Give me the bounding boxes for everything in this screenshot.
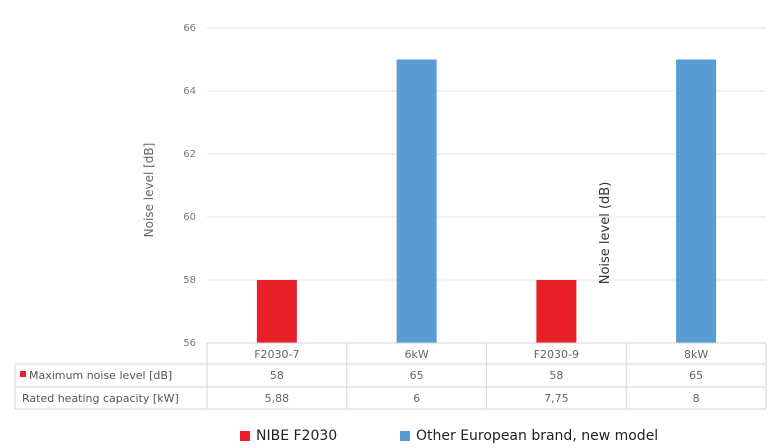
table-cell: 58 — [549, 369, 563, 382]
y-axis-ticks: 56 58 60 62 64 66 — [183, 23, 196, 349]
table-cell: 5,88 — [265, 392, 290, 405]
bars — [256, 59, 717, 343]
table-cell: 65 — [410, 369, 424, 382]
table-cell: 65 — [689, 369, 703, 382]
legend-swatch-other — [400, 431, 410, 441]
legend-label-nibe: NIBE F2030 — [256, 428, 338, 444]
y-tick-label: 62 — [183, 149, 196, 160]
legend-swatch-nibe — [240, 431, 250, 441]
noise-level-chart: 56 58 60 62 64 66 Noise level [dB] Noise leve… — [14, 23, 767, 410]
bar-f2030-7 — [256, 280, 297, 343]
y-tick-label: 56 — [183, 338, 196, 349]
x-category-label: F2030-9 — [534, 348, 579, 361]
secondary-y-axis-label: Noise level (dB) — [598, 182, 613, 285]
table-row-header: Maximum noise level [dB] — [29, 369, 172, 382]
table-cell: 8 — [693, 392, 700, 405]
bar-f2030-9 — [536, 280, 577, 343]
table-row-marker — [20, 371, 26, 377]
x-category-label: F2030-7 — [254, 348, 299, 361]
legend: NIBE F2030 Other European brand, new mod… — [0, 424, 769, 446]
y-tick-label: 64 — [183, 86, 196, 97]
legend-item-other: Other European brand, new model — [400, 428, 658, 444]
y-tick-label: 58 — [183, 275, 196, 286]
bar-8kw — [676, 59, 717, 343]
y-tick-label: 66 — [183, 23, 196, 34]
y-tick-label: 60 — [183, 212, 196, 223]
legend-item-nibe: NIBE F2030 — [240, 428, 337, 444]
table-cell: 58 — [270, 369, 284, 382]
table-row-header: Rated heating capacity [kW] — [22, 392, 179, 405]
y-axis-label: Noise level [dB] — [142, 143, 156, 238]
x-category-label: 6kW — [405, 348, 429, 361]
legend-label-other: Other European brand, new model — [416, 428, 659, 444]
data-table: F2030-7 6kW F2030-9 8kW Maximum noise level … — [14, 342, 767, 410]
bar-6kw — [396, 59, 437, 343]
x-category-label: 8kW — [684, 348, 708, 361]
table-cell: 6 — [413, 392, 420, 405]
table-cell: 7,75 — [544, 392, 569, 405]
